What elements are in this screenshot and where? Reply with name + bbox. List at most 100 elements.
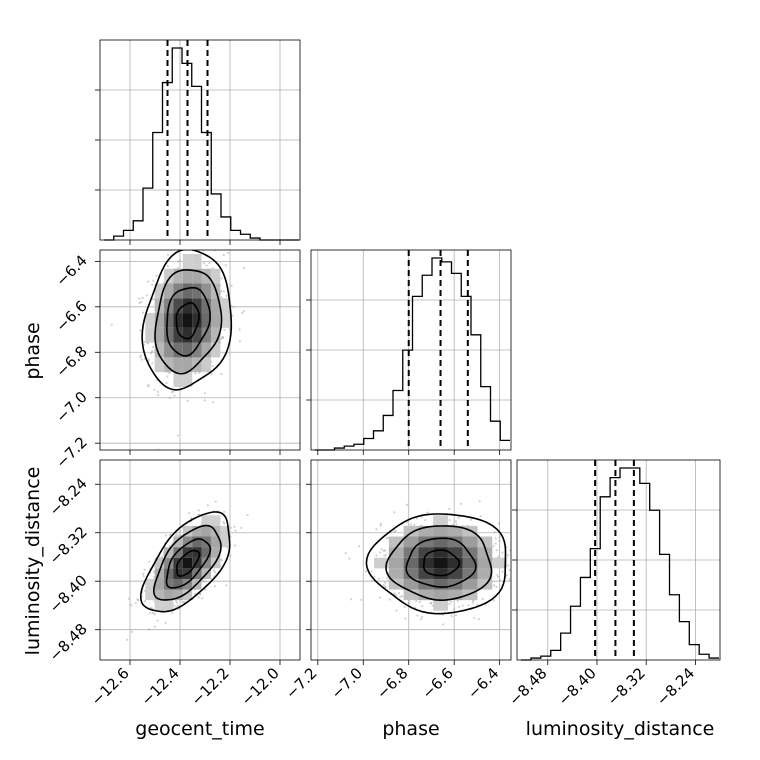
scatter-point <box>190 516 193 520</box>
density-bin <box>182 578 193 590</box>
density-bin <box>201 283 211 299</box>
scatter-point <box>222 520 225 524</box>
scatter-point <box>226 251 230 255</box>
scatter-point <box>495 585 498 588</box>
scatter-point <box>238 328 241 331</box>
scatter-point <box>246 513 249 517</box>
scatter-point <box>228 328 231 331</box>
scatter-point <box>222 253 225 257</box>
y-tick-label-phase: −6.4 <box>52 251 90 289</box>
density-bin <box>447 547 463 558</box>
density-bin <box>433 600 448 611</box>
scatter-point <box>176 434 180 437</box>
density-bin <box>403 525 419 537</box>
scatter-point <box>203 399 206 402</box>
scatter-point <box>149 612 152 615</box>
contour-line <box>165 538 212 589</box>
density-bin <box>210 327 221 343</box>
density-bin <box>201 557 211 569</box>
scatter-point <box>405 503 409 506</box>
scatter-point <box>211 400 215 404</box>
density-bin <box>154 568 165 579</box>
scatter-point <box>221 336 224 339</box>
x-tick-label-geocent-time: −12.6 <box>88 664 133 709</box>
density-bin <box>154 327 165 343</box>
density-bin <box>192 313 202 328</box>
scatter-point <box>223 522 226 525</box>
scatter-point <box>198 513 201 516</box>
density-bin <box>182 589 193 601</box>
scatter-point <box>459 502 463 505</box>
scatter-point <box>473 616 476 620</box>
scatter-point <box>225 294 228 297</box>
scatter-point <box>208 262 211 265</box>
density-bin <box>164 557 174 569</box>
scatter-point <box>182 601 185 604</box>
scatter-point <box>348 557 351 560</box>
scatter-point <box>184 246 186 248</box>
density-bin <box>220 525 230 537</box>
density-bin <box>210 515 221 526</box>
scatter-point <box>139 329 142 332</box>
panel-border <box>99 459 301 661</box>
scatter-point <box>214 500 217 503</box>
scatter-point <box>385 537 388 540</box>
density-bin <box>173 268 183 284</box>
scatter-point <box>492 545 495 548</box>
density-bin <box>477 547 493 558</box>
scatter-point <box>494 542 497 545</box>
scatter-point <box>204 244 206 246</box>
x-tick-label-phase: −6.4 <box>464 664 502 702</box>
density-bin <box>433 557 448 569</box>
scatter-point <box>176 260 179 263</box>
scatter-point <box>175 601 179 604</box>
scatter-point <box>175 605 178 609</box>
scatter-point <box>501 570 504 573</box>
density-bin <box>173 578 183 590</box>
scatter-point <box>233 525 236 528</box>
scatter-point <box>201 580 205 583</box>
density-bin <box>164 568 174 579</box>
scatter-point <box>220 296 223 299</box>
density-bin <box>154 357 165 373</box>
scatter-point <box>511 537 513 539</box>
scatter-point <box>429 601 432 605</box>
scatter-point <box>147 280 150 283</box>
contour-line <box>152 524 222 601</box>
density-bin <box>462 578 478 590</box>
y-tick-label-luminosity-distance: −8.48 <box>46 620 91 665</box>
scatter-point <box>175 599 178 602</box>
density-bin <box>192 327 202 343</box>
scatter-point <box>454 614 458 617</box>
scatter-point <box>478 500 481 503</box>
density-bin <box>182 342 193 358</box>
scatter-point <box>508 578 511 581</box>
density-bin <box>210 268 221 284</box>
scatter-point <box>229 526 232 529</box>
density-bin <box>192 525 202 537</box>
scatter-point <box>127 597 130 600</box>
density-bin <box>182 357 193 373</box>
scatter-point <box>130 604 133 607</box>
scatter-point <box>147 384 150 388</box>
hist-panel-geocent-time <box>95 39 301 245</box>
density-bin <box>164 578 174 590</box>
y-tick-label-phase: −7.0 <box>52 388 90 426</box>
scatter-point <box>148 560 151 563</box>
scatter-point <box>453 608 456 611</box>
scatter-point <box>457 605 460 608</box>
scatter-point <box>395 609 398 612</box>
scatter-point <box>498 539 501 542</box>
scatter-point <box>150 350 154 353</box>
density-bin <box>145 589 155 601</box>
scatter-point <box>418 600 421 604</box>
x-tick-label-luminosity-distance: −8.32 <box>604 664 649 709</box>
density-bin <box>418 547 434 558</box>
scatter-point <box>139 354 143 357</box>
scatter-point <box>379 522 383 525</box>
scatter-point <box>492 599 495 602</box>
scatter-point <box>481 597 484 601</box>
scatter-point <box>197 509 200 512</box>
density-bin <box>388 568 404 579</box>
density-bin <box>164 589 174 601</box>
